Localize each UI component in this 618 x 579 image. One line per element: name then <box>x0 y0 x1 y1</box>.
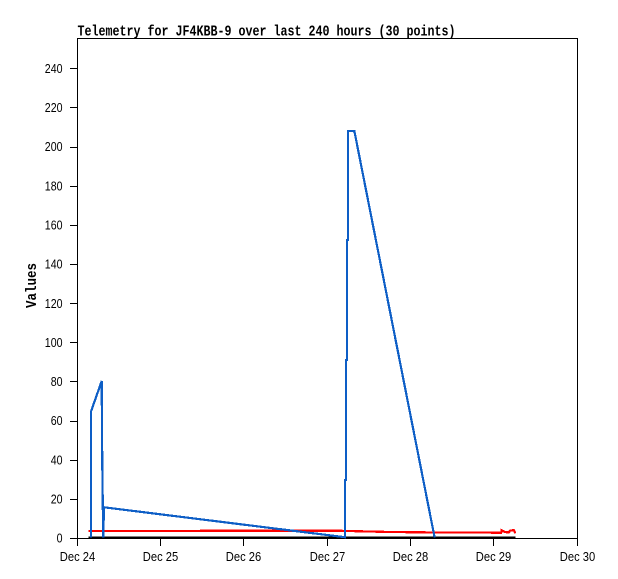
svg-text:140: 140 <box>45 257 63 272</box>
svg-text:Dec 30: Dec 30 <box>560 549 595 564</box>
svg-text:40: 40 <box>51 452 63 467</box>
svg-text:80: 80 <box>51 374 63 389</box>
svg-text:160: 160 <box>45 218 63 233</box>
svg-text:120: 120 <box>45 296 63 311</box>
svg-text:Dec 26: Dec 26 <box>226 549 261 564</box>
svg-text:20: 20 <box>51 492 63 507</box>
svg-text:220: 220 <box>45 100 63 115</box>
svg-text:Dec 29: Dec 29 <box>476 549 511 564</box>
svg-text:180: 180 <box>45 178 63 193</box>
svg-text:0: 0 <box>57 531 63 546</box>
svg-text:100: 100 <box>45 335 63 350</box>
svg-text:Dec 27: Dec 27 <box>310 549 345 564</box>
svg-text:240: 240 <box>45 61 63 76</box>
svg-text:Values: Values <box>24 263 41 308</box>
svg-text:Dec 25: Dec 25 <box>143 549 178 564</box>
svg-text:Dec 24: Dec 24 <box>60 549 95 564</box>
svg-text:200: 200 <box>45 139 63 154</box>
svg-text:Telemetry for JF4KBB-9 over la: Telemetry for JF4KBB-9 over last 240 hou… <box>78 24 456 41</box>
svg-text:60: 60 <box>51 413 63 428</box>
svg-text:Dec 28: Dec 28 <box>393 549 428 564</box>
